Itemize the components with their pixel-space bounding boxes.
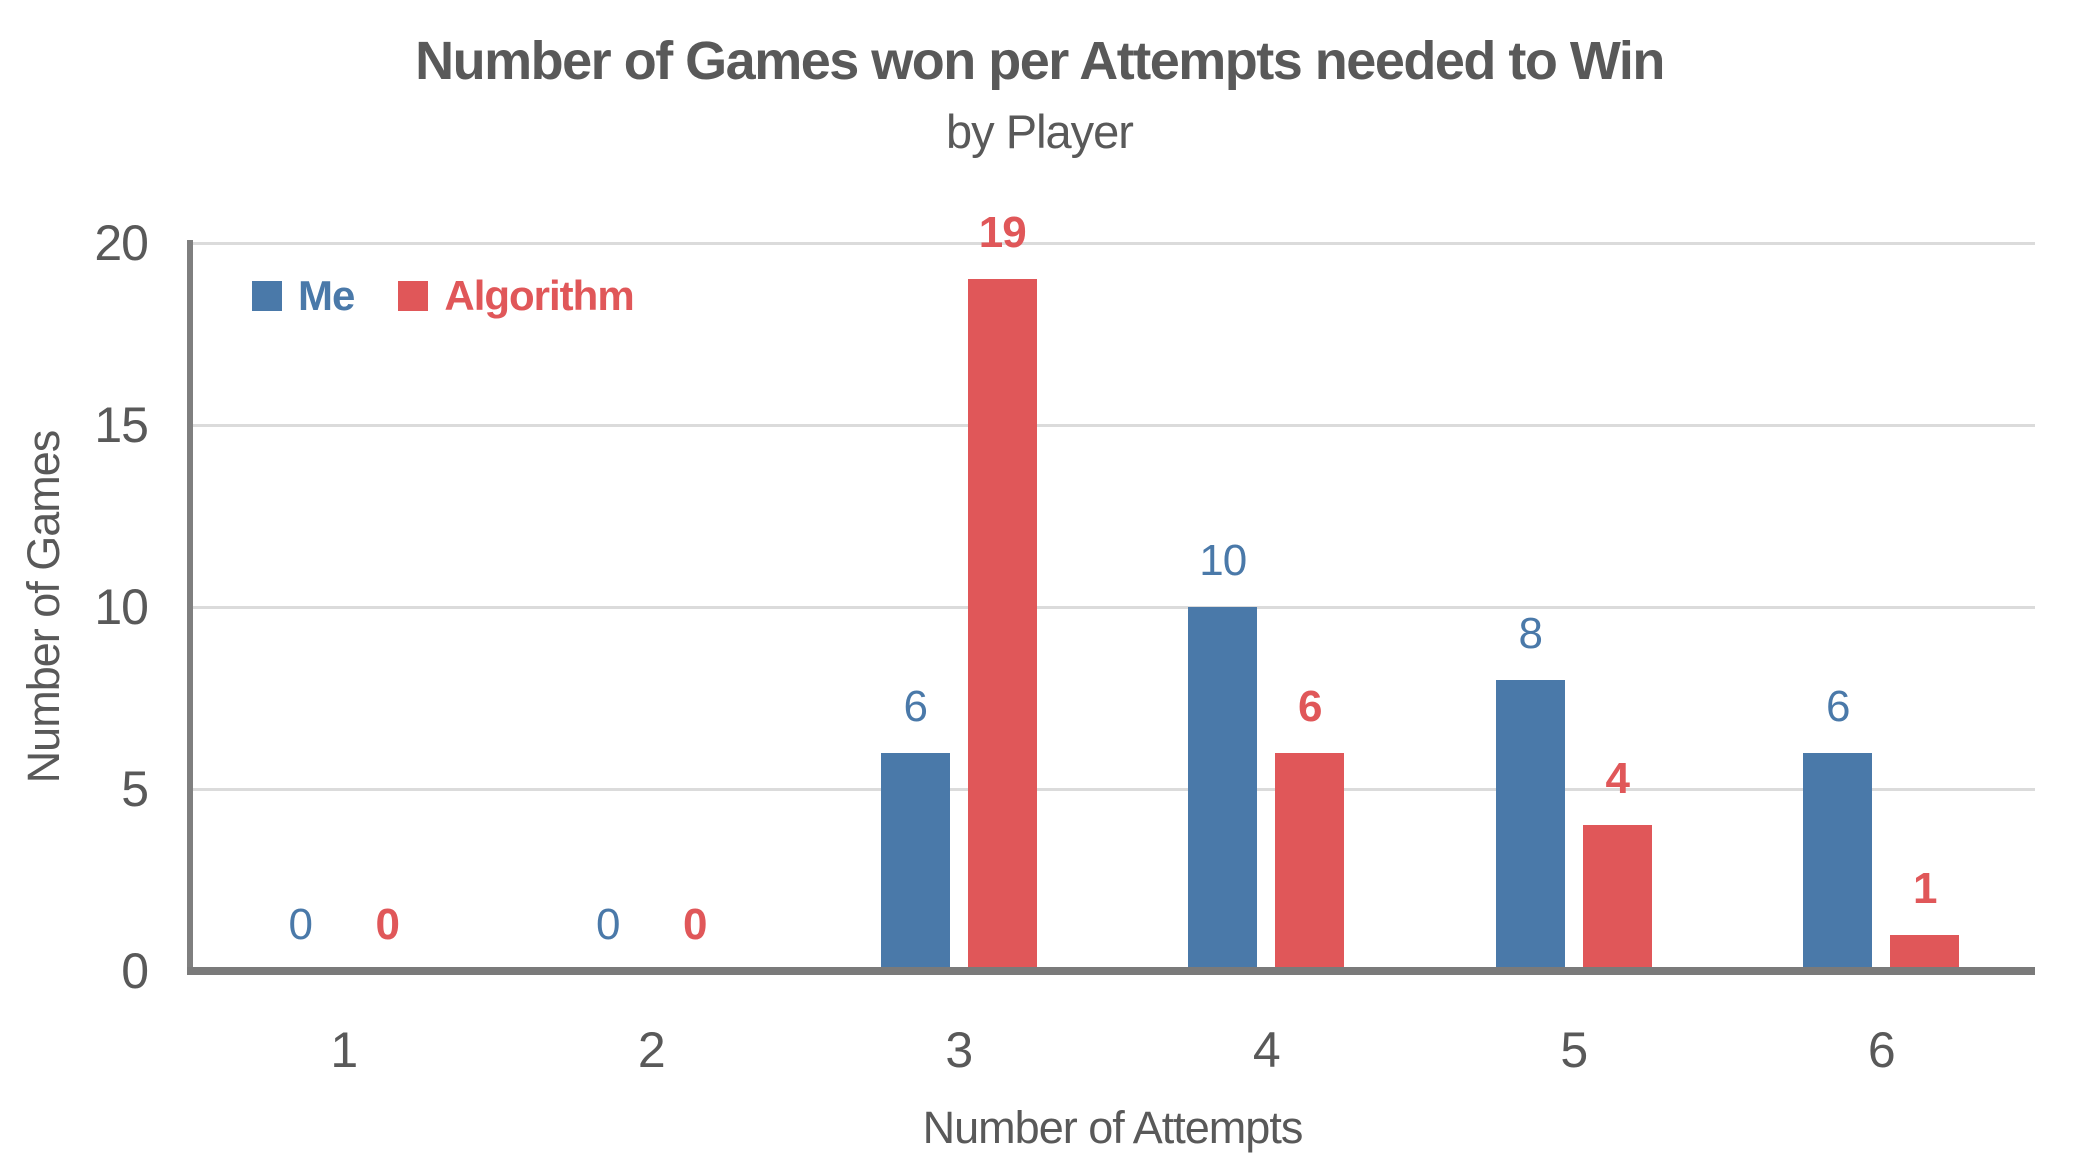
- chart-title: Number of Games won per Attempts needed …: [415, 31, 1665, 91]
- gridline: [190, 242, 2035, 245]
- x-tick-label: 5: [1560, 1022, 1588, 1078]
- legend-item-me: Me: [252, 272, 355, 320]
- bar-me: [1188, 607, 1258, 971]
- y-tick-label: 5: [121, 761, 149, 817]
- legend-label: Me: [298, 272, 355, 319]
- bar-me: [880, 752, 950, 971]
- bar-value-label-me: 8: [1518, 608, 1543, 658]
- legend-swatch-icon: [252, 281, 282, 311]
- bar-value-label-me: 0: [596, 900, 620, 949]
- x-tick-label: 6: [1867, 1022, 1896, 1078]
- gridline: [190, 606, 2035, 609]
- gridline: [190, 424, 2035, 427]
- bar-value-label-algorithm: 0: [683, 900, 707, 949]
- bar-algorithm: [1275, 752, 1345, 971]
- bar-value-label-me: 0: [288, 900, 313, 949]
- bar-me: [1495, 679, 1565, 971]
- x-tick-label: 1: [330, 1022, 358, 1078]
- x-axis-line: [187, 967, 2035, 975]
- bar-value-label-me: 6: [903, 681, 928, 731]
- bar-value-label-algorithm: 1: [1913, 863, 1937, 913]
- bar-value-label-algorithm: 4: [1605, 754, 1630, 804]
- bar-value-label-me: 6: [1826, 681, 1850, 731]
- legend-label: Algorithm: [444, 272, 634, 319]
- bar-algorithm: [967, 279, 1037, 971]
- bar-value-label-algorithm: 19: [978, 208, 1027, 258]
- bar-value-label-me: 10: [1199, 536, 1247, 585]
- x-tick-label: 4: [1252, 1022, 1281, 1078]
- x-tick-label: 3: [945, 1022, 973, 1078]
- legend-item-algorithm: Algorithm: [398, 272, 635, 320]
- y-tick-label: 20: [94, 215, 149, 271]
- gridline: [190, 788, 2035, 791]
- y-tick-label: 15: [94, 397, 149, 453]
- chart-subtitle: by Player: [946, 105, 1134, 158]
- y-axis-line: [187, 240, 193, 975]
- bar-value-label-algorithm: 6: [1298, 681, 1322, 731]
- bar-algorithm: [1582, 825, 1652, 971]
- legend: Me Algorithm: [252, 272, 635, 320]
- bar-me: [1803, 752, 1873, 971]
- legend-swatch-icon: [398, 281, 429, 311]
- y-tick-label: 10: [94, 579, 149, 635]
- bar-algorithm: [1890, 934, 1960, 971]
- y-tick-label: 0: [121, 943, 149, 999]
- x-tick-label: 2: [637, 1022, 666, 1078]
- x-axis-title: Number of Attempts: [922, 1102, 1304, 1153]
- bar-value-label-algorithm: 0: [375, 900, 400, 949]
